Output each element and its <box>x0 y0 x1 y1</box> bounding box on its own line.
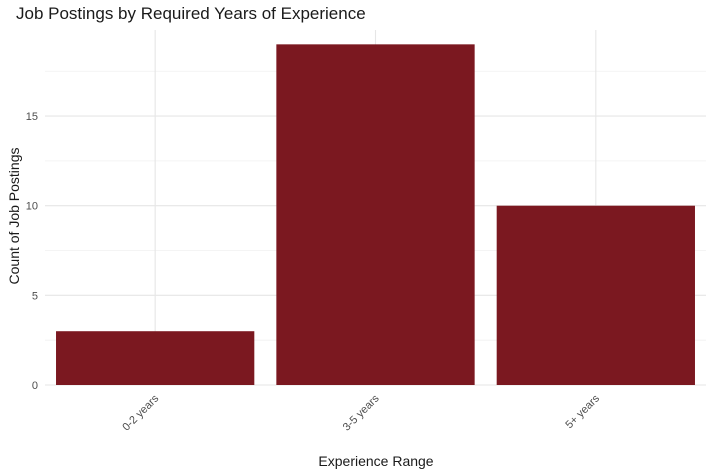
y-tick-label: 5 <box>32 290 38 302</box>
bar <box>496 205 695 385</box>
y-tick-label: 10 <box>26 201 38 213</box>
bar <box>56 331 255 385</box>
chart-title: Job Postings by Required Years of Experi… <box>16 4 366 23</box>
x-tick-label: 0-2 years <box>120 392 161 433</box>
x-tick-label: 5+ years <box>563 392 602 431</box>
bar <box>276 44 475 385</box>
y-axis-label: Count of Job Postings <box>6 148 22 285</box>
x-tick-label: 3-5 years <box>341 392 382 433</box>
y-tick-label: 0 <box>32 380 38 392</box>
x-axis-label: Experience Range <box>318 453 433 469</box>
y-tick-label: 15 <box>26 111 38 123</box>
